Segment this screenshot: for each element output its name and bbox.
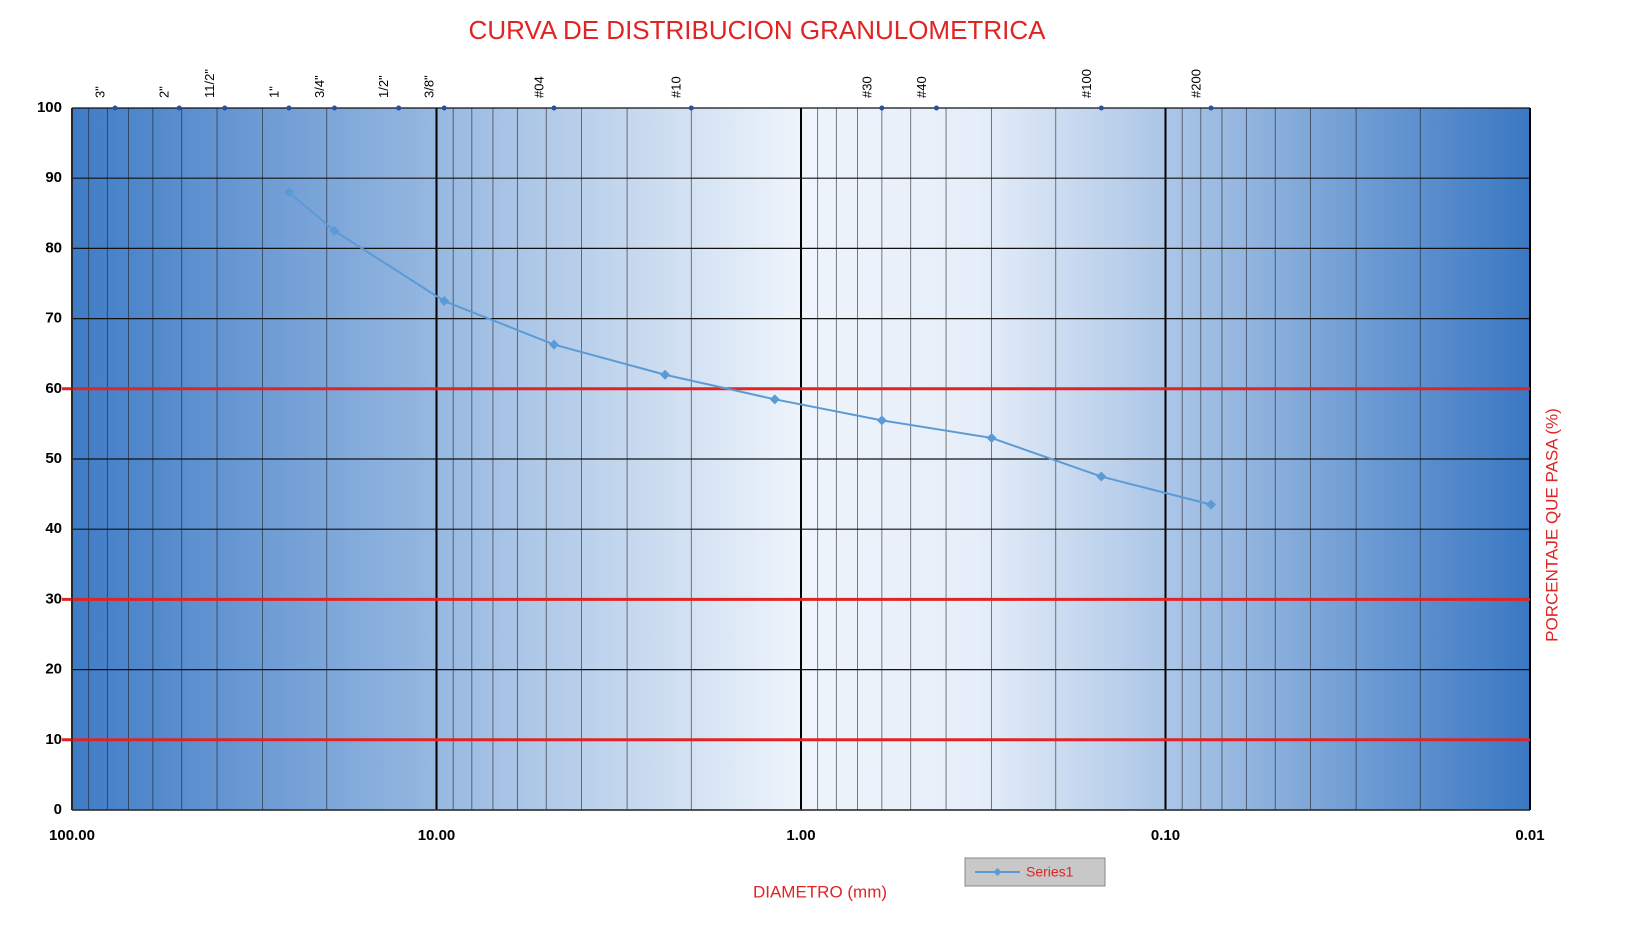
y-tick-label: 20: [45, 661, 62, 678]
sieve-label: 3": [92, 86, 107, 98]
sieve-label: 1": [266, 86, 281, 98]
sieve-marker: [688, 105, 694, 111]
sieve-marker: [933, 105, 939, 111]
y-tick-label: 100: [37, 99, 62, 116]
y-tick-label: 10: [45, 731, 62, 748]
sieve-marker: [551, 105, 557, 111]
series-line: [288, 191, 1212, 506]
sieve-marker: [1208, 105, 1214, 111]
sieve-label: #04: [531, 76, 546, 98]
sieve-marker: [176, 105, 182, 111]
x-tick-label: 0.10: [1151, 827, 1180, 844]
x-tick-label: 100.00: [49, 827, 95, 844]
y-axis-label: PORCENTAJE QUE PASA (%): [1542, 408, 1561, 642]
x-tick-label: 1.00: [786, 827, 815, 844]
sieve-label: 3/4": [312, 75, 327, 98]
y-tick-label: 40: [45, 520, 62, 537]
x-axis-label: DIAMETRO (mm): [753, 882, 887, 901]
sieve-label: #30: [859, 76, 874, 98]
sieve-marker: [1098, 105, 1104, 111]
sieve-marker: [222, 105, 228, 111]
data-point: [549, 339, 560, 350]
sieve-label: #10: [669, 76, 684, 98]
y-tick-label: 50: [45, 450, 62, 467]
chart-title: CURVA DE DISTRIBUCION GRANULOMETRICA: [469, 15, 1047, 45]
data-point: [986, 432, 997, 443]
sieve-label: 3/8": [422, 75, 437, 98]
y-tick-label: 60: [45, 380, 62, 397]
legend: Series1: [964, 857, 1106, 887]
data-point: [1206, 499, 1217, 510]
data-point: [769, 394, 780, 405]
y-tick-label: 30: [45, 590, 62, 607]
data-point: [660, 369, 671, 380]
data-point: [876, 415, 887, 426]
sieve-marker: [112, 105, 118, 111]
data-point: [329, 225, 340, 236]
legend-marker: [993, 868, 1002, 876]
data-point: [1096, 471, 1107, 482]
sieve-label: #200: [1188, 69, 1203, 98]
data-point: [283, 187, 294, 198]
sieve-label: 11/2": [202, 69, 217, 98]
legend-label: Series1: [1026, 864, 1074, 880]
sieve-marker: [396, 105, 402, 111]
sieve-label: #100: [1079, 69, 1094, 98]
data-point: [439, 296, 450, 307]
sieve-marker: [286, 105, 292, 111]
y-tick-label: 90: [45, 169, 62, 186]
x-tick-label: 0.01: [1515, 827, 1544, 844]
y-tick-label: 80: [45, 239, 62, 256]
y-tick-label: 0: [54, 801, 62, 818]
sieve-marker: [879, 105, 885, 111]
sieve-label: 1/2": [376, 75, 391, 98]
x-tick-label: 10.00: [418, 827, 456, 844]
sieve-label: 2": [157, 86, 172, 98]
y-tick-label: 70: [45, 310, 62, 327]
sieve-marker: [331, 105, 337, 111]
sieve-label: #40: [914, 76, 929, 98]
sieve-marker: [441, 105, 447, 111]
